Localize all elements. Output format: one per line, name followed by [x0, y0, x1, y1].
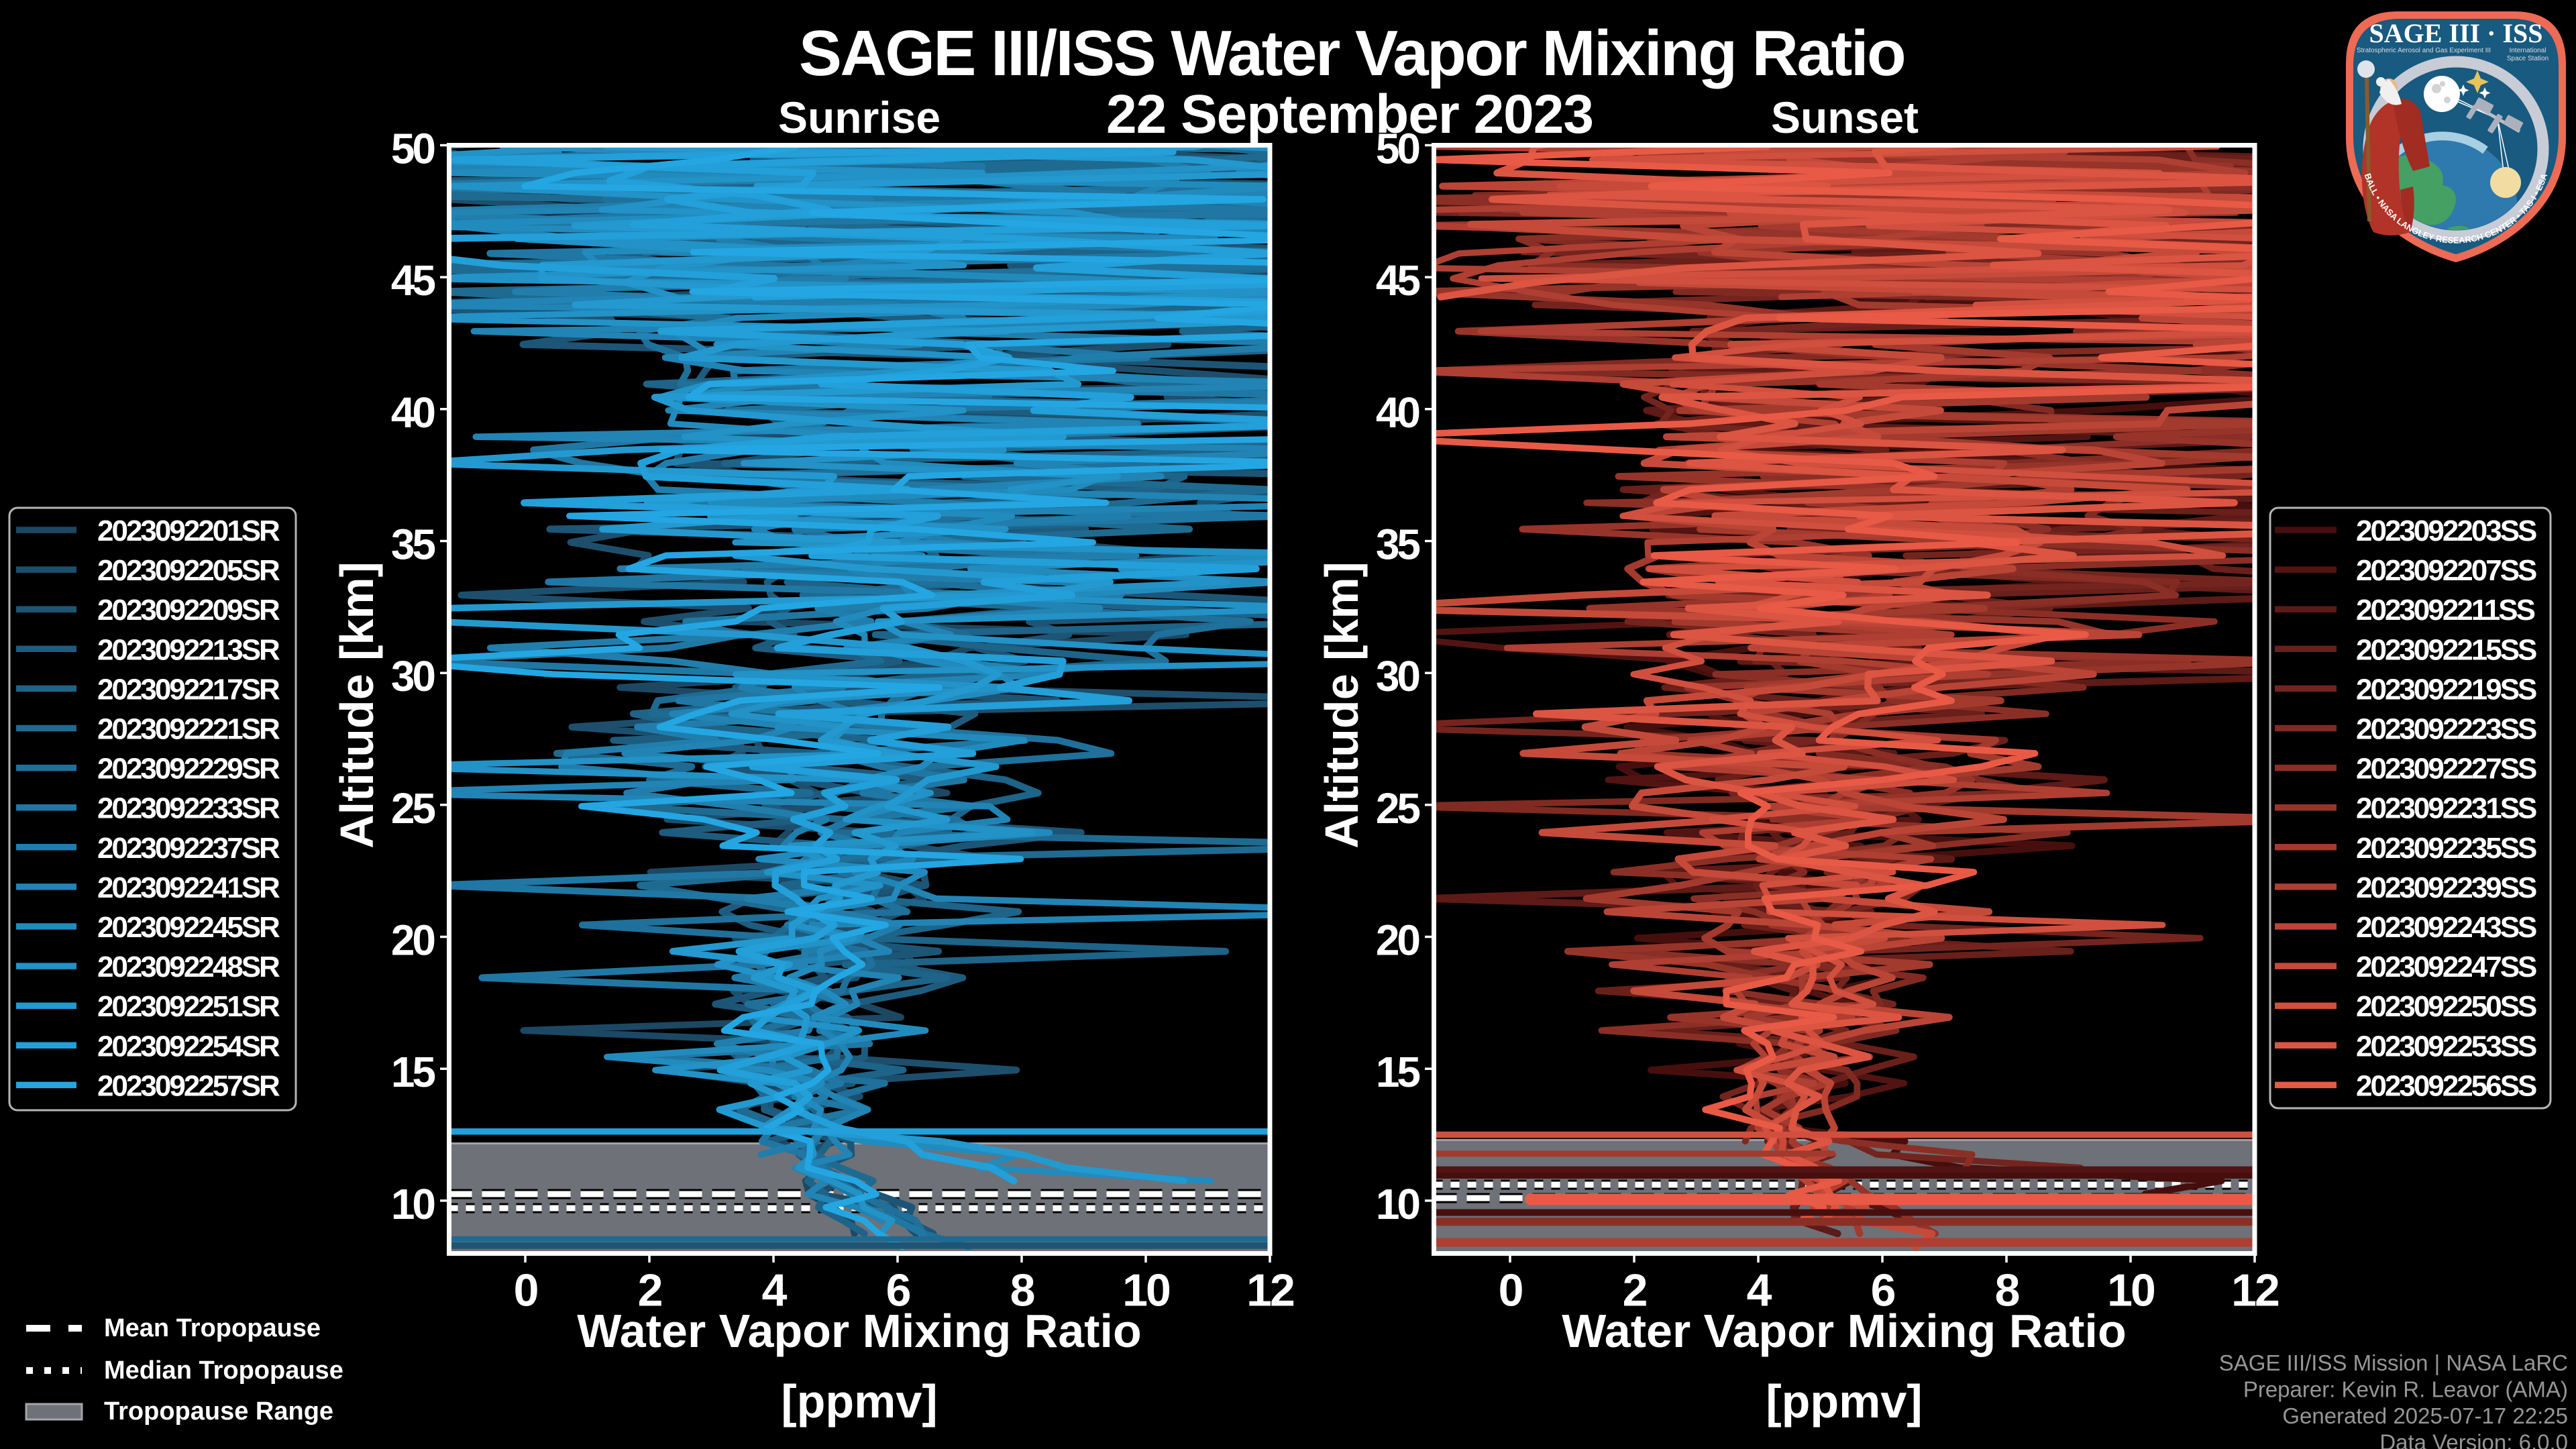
svg-text:12: 12 [1246, 1265, 1294, 1316]
svg-text:2023092221SR: 2023092221SR [97, 713, 280, 746]
svg-text:10: 10 [391, 1180, 435, 1228]
svg-text:10: 10 [2107, 1265, 2155, 1316]
svg-text:[ppmv]: [ppmv] [781, 1375, 937, 1428]
svg-text:2023092254SR: 2023092254SR [97, 1030, 280, 1063]
svg-text:2023092211SS: 2023092211SS [2356, 594, 2535, 627]
svg-text:40: 40 [1376, 388, 1419, 437]
svg-text:2023092241SR: 2023092241SR [97, 871, 280, 904]
svg-text:6: 6 [886, 1265, 910, 1316]
svg-text:2023092203SS: 2023092203SS [2356, 515, 2536, 547]
svg-text:30: 30 [391, 652, 435, 700]
svg-text:Data Version: 6.0.0: Data Version: 6.0.0 [2379, 1430, 2568, 1449]
svg-text:Altitude [km]: Altitude [km] [331, 561, 383, 849]
svg-text:SAGE III/ISS Water Vapor Mixin: SAGE III/ISS Water Vapor Mixing Ratio [799, 17, 1904, 89]
svg-text:2023092229SR: 2023092229SR [97, 753, 280, 786]
svg-text:Water Vapor Mixing Ratio: Water Vapor Mixing Ratio [1562, 1305, 2126, 1357]
svg-text:2023092233SR: 2023092233SR [97, 792, 280, 825]
svg-text:Water Vapor Mixing Ratio: Water Vapor Mixing Ratio [577, 1305, 1141, 1357]
svg-text:2023092256SS: 2023092256SS [2356, 1069, 2536, 1102]
svg-text:Altitude [km]: Altitude [km] [1316, 561, 1368, 849]
svg-text:2023092227SS: 2023092227SS [2356, 753, 2536, 786]
svg-text:SAGE III · ISS: SAGE III · ISS [2369, 18, 2542, 48]
svg-text:0: 0 [1499, 1265, 1523, 1316]
svg-text:2023092251SR: 2023092251SR [97, 990, 280, 1023]
svg-text:2023092201SR: 2023092201SR [97, 515, 280, 547]
svg-text:2023092215SS: 2023092215SS [2356, 633, 2536, 666]
svg-text:45: 45 [391, 256, 435, 305]
svg-text:2: 2 [1623, 1265, 1647, 1316]
svg-text:Mean Tropopause: Mean Tropopause [104, 1314, 321, 1342]
svg-text:2023092239SS: 2023092239SS [2356, 871, 2536, 904]
svg-text:15: 15 [1376, 1048, 1420, 1096]
svg-text:2023092253SS: 2023092253SS [2356, 1030, 2536, 1063]
svg-text:45: 45 [1376, 256, 1420, 305]
svg-text:6: 6 [1871, 1265, 1895, 1316]
svg-text:2023092223SS: 2023092223SS [2356, 713, 2536, 746]
svg-text:2023092231SS: 2023092231SS [2356, 792, 2536, 825]
svg-text:20: 20 [391, 916, 435, 965]
svg-text:Generated 2025-07-17 22:25: Generated 2025-07-17 22:25 [2282, 1403, 2568, 1428]
svg-text:2023092213SR: 2023092213SR [97, 633, 280, 666]
svg-text:2: 2 [638, 1265, 662, 1316]
svg-text:2023092257SR: 2023092257SR [97, 1069, 280, 1102]
svg-text:25: 25 [391, 784, 435, 833]
svg-text:[ppmv]: [ppmv] [1766, 1375, 1922, 1428]
svg-text:50: 50 [391, 125, 435, 173]
svg-text:20: 20 [1376, 916, 1419, 965]
svg-text:35: 35 [391, 521, 435, 569]
svg-text:Stratospheric Aerosol and Gas: Stratospheric Aerosol and Gas Experiment… [2357, 47, 2491, 54]
svg-text:International: International [2509, 47, 2546, 54]
svg-text:2023092237SR: 2023092237SR [97, 832, 280, 865]
svg-text:Preparer: Kevin R. Leavor (AMA: Preparer: Kevin R. Leavor (AMA) [2243, 1377, 2568, 1402]
svg-text:22 September 2023: 22 September 2023 [1106, 84, 1593, 145]
svg-text:2023092217SR: 2023092217SR [97, 673, 280, 706]
svg-text:15: 15 [391, 1048, 435, 1096]
svg-text:Space Station: Space Station [2507, 55, 2548, 62]
svg-text:50: 50 [1376, 125, 1419, 173]
svg-text:Sunrise: Sunrise [778, 93, 941, 142]
svg-text:8: 8 [1010, 1265, 1034, 1316]
svg-text:40: 40 [391, 388, 435, 437]
svg-text:Tropopause Range: Tropopause Range [104, 1397, 333, 1426]
svg-text:2023092205SR: 2023092205SR [97, 554, 280, 587]
svg-text:2023092245SR: 2023092245SR [97, 911, 280, 944]
svg-text:2023092209SR: 2023092209SR [97, 594, 280, 627]
svg-text:25: 25 [1376, 784, 1420, 833]
svg-text:Sunset: Sunset [1771, 93, 1919, 142]
svg-text:2023092250SS: 2023092250SS [2356, 990, 2536, 1023]
svg-text:8: 8 [1995, 1265, 2019, 1316]
svg-text:4: 4 [762, 1265, 788, 1316]
svg-text:Median Tropopause: Median Tropopause [104, 1356, 343, 1385]
svg-text:30: 30 [1376, 652, 1419, 700]
svg-text:2023092219SS: 2023092219SS [2356, 673, 2536, 706]
svg-text:2023092207SS: 2023092207SS [2356, 554, 2536, 587]
svg-text:2023092235SS: 2023092235SS [2356, 832, 2536, 865]
svg-text:2023092243SS: 2023092243SS [2356, 911, 2536, 944]
svg-text:SAGE III/ISS Mission | NASA La: SAGE III/ISS Mission | NASA LaRC [2219, 1350, 2568, 1375]
svg-text:12: 12 [2231, 1265, 2279, 1316]
svg-text:4: 4 [1747, 1265, 1772, 1316]
svg-text:2023092248SR: 2023092248SR [97, 951, 280, 983]
svg-text:10: 10 [1122, 1265, 1170, 1316]
svg-text:35: 35 [1376, 521, 1420, 569]
svg-text:0: 0 [514, 1265, 538, 1316]
svg-text:2023092247SS: 2023092247SS [2356, 951, 2536, 983]
svg-text:10: 10 [1376, 1180, 1419, 1228]
